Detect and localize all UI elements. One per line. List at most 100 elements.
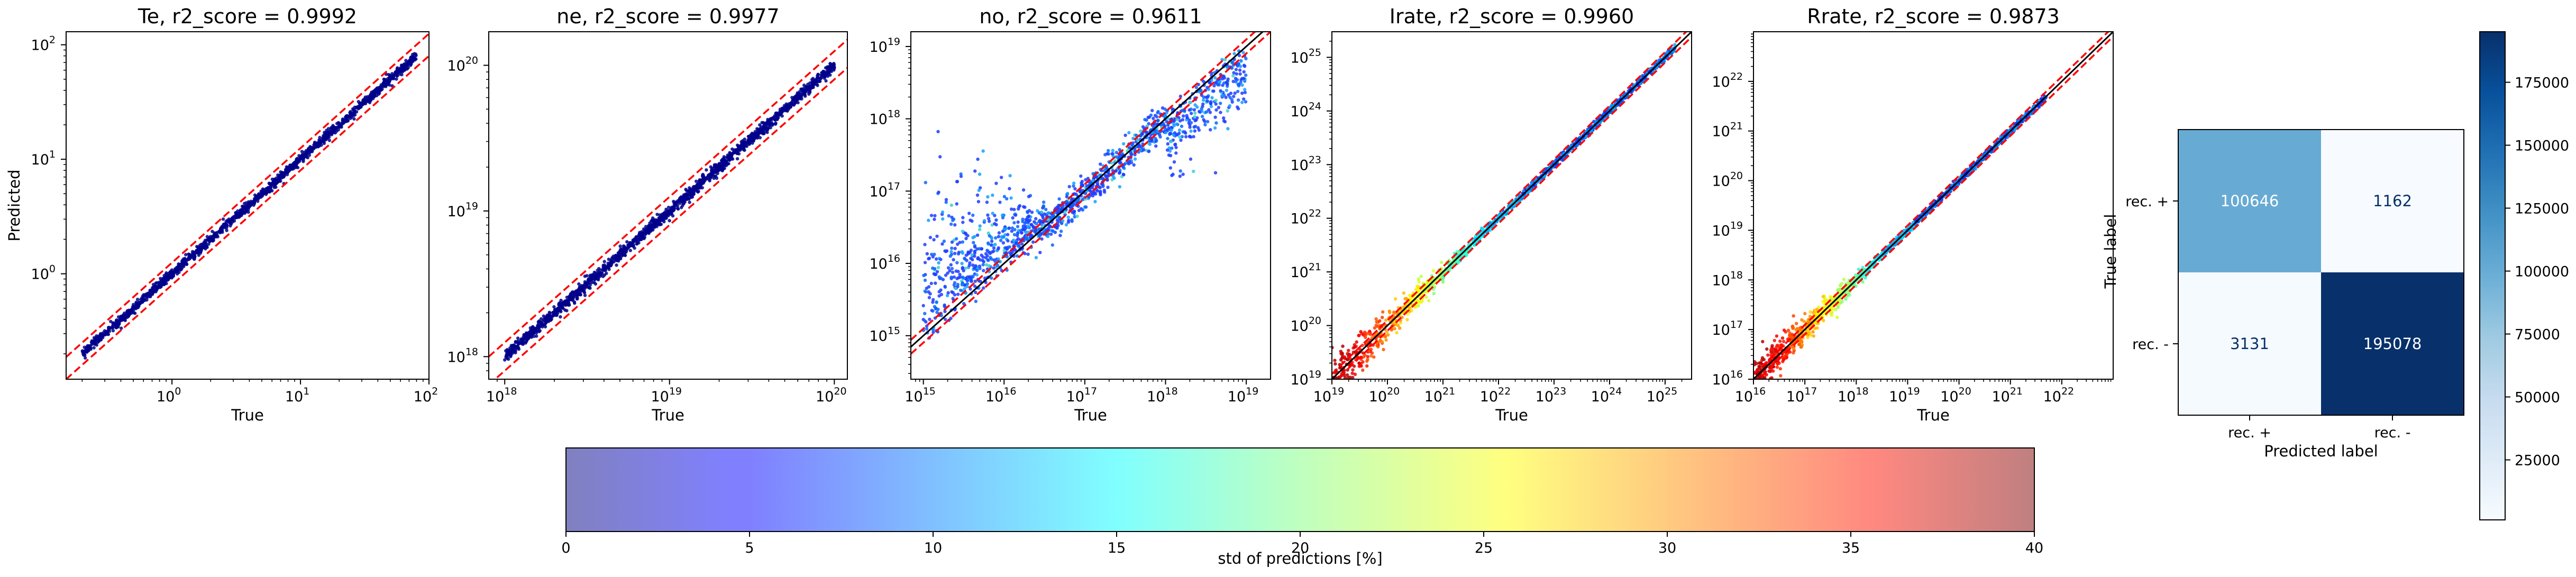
data-point xyxy=(1213,126,1217,130)
data-point xyxy=(969,218,972,222)
data-point xyxy=(600,271,604,275)
data-point xyxy=(1089,181,1092,185)
data-point xyxy=(535,334,538,338)
data-point xyxy=(326,131,330,134)
data-point xyxy=(1171,107,1174,111)
data-point xyxy=(1037,233,1042,236)
data-point xyxy=(585,274,589,278)
data-point xyxy=(603,268,607,272)
data-point xyxy=(610,260,614,264)
data-point xyxy=(1192,125,1196,129)
data-point xyxy=(610,257,614,261)
data-point xyxy=(1034,255,1038,260)
data-point xyxy=(351,111,354,115)
data-point xyxy=(1012,207,1016,212)
data-point xyxy=(955,261,959,264)
data-point xyxy=(1227,93,1230,97)
data-point xyxy=(978,227,982,232)
data-point xyxy=(1178,135,1182,139)
data-point xyxy=(1072,181,1076,185)
data-point xyxy=(241,207,244,211)
data-point xyxy=(714,165,717,169)
data-point xyxy=(238,210,242,214)
data-point xyxy=(961,276,965,279)
data-point xyxy=(552,305,556,309)
data-point xyxy=(1110,161,1114,165)
data-point xyxy=(680,206,683,209)
data-point xyxy=(1118,185,1121,189)
data-point xyxy=(975,233,980,237)
data-point xyxy=(1193,115,1196,119)
data-point xyxy=(1034,229,1038,233)
data-point xyxy=(1200,115,1204,118)
data-point xyxy=(1243,90,1247,95)
data-point xyxy=(956,292,960,296)
data-point xyxy=(643,235,646,239)
data-point xyxy=(938,155,942,159)
data-point xyxy=(1051,243,1055,247)
data-point xyxy=(1181,118,1185,122)
data-point xyxy=(1083,197,1088,201)
data-point xyxy=(547,310,551,314)
data-point xyxy=(1042,200,1046,204)
data-point xyxy=(381,83,385,87)
data-point xyxy=(575,292,579,296)
data-point xyxy=(1010,226,1015,230)
data-point xyxy=(1001,230,1005,233)
data-point xyxy=(1228,104,1231,108)
data-point xyxy=(1232,95,1236,98)
data-point xyxy=(924,181,928,185)
data-point xyxy=(549,314,553,318)
data-point xyxy=(572,300,577,304)
data-point xyxy=(404,67,408,70)
data-point xyxy=(691,185,696,189)
data-point xyxy=(925,252,929,255)
data-point xyxy=(410,60,414,64)
data-point xyxy=(1223,58,1227,62)
data-point xyxy=(937,190,940,194)
data-point xyxy=(1226,109,1229,113)
data-point xyxy=(1209,105,1213,108)
data-point xyxy=(167,277,170,280)
data-point xyxy=(1189,129,1193,133)
data-point xyxy=(1003,233,1007,237)
data-point xyxy=(253,196,258,200)
data-point xyxy=(1066,220,1071,224)
data-point xyxy=(974,290,978,294)
data-point xyxy=(644,228,648,232)
data-point xyxy=(81,352,85,356)
data-point xyxy=(1419,274,1423,278)
data-point xyxy=(257,192,261,196)
data-point xyxy=(1122,162,1126,167)
data-point xyxy=(961,265,965,270)
x-axis-label: True xyxy=(651,406,684,424)
data-point xyxy=(509,351,513,355)
data-point xyxy=(1031,240,1035,244)
data-point xyxy=(975,273,979,277)
data-point xyxy=(347,115,351,118)
data-point xyxy=(972,266,976,270)
data-point xyxy=(1075,214,1079,218)
data-point xyxy=(925,327,929,331)
data-point xyxy=(997,231,1001,235)
data-point xyxy=(1026,210,1029,214)
data-point xyxy=(716,166,720,169)
data-point xyxy=(945,294,949,297)
data-point xyxy=(973,235,976,239)
data-point xyxy=(1106,152,1109,155)
data-point xyxy=(1006,239,1010,243)
data-point xyxy=(144,296,148,299)
upper-bound-line xyxy=(911,32,1257,341)
data-point xyxy=(1063,210,1067,214)
data-point xyxy=(1010,207,1013,211)
data-point xyxy=(1010,229,1014,233)
data-point xyxy=(1011,216,1015,220)
data-point xyxy=(958,288,963,292)
data-point xyxy=(798,90,802,94)
data-point xyxy=(928,317,931,321)
data-point xyxy=(1140,132,1145,136)
data-point xyxy=(1399,321,1403,325)
data-point xyxy=(559,315,562,319)
data-point xyxy=(146,291,150,295)
data-point xyxy=(1205,95,1210,99)
